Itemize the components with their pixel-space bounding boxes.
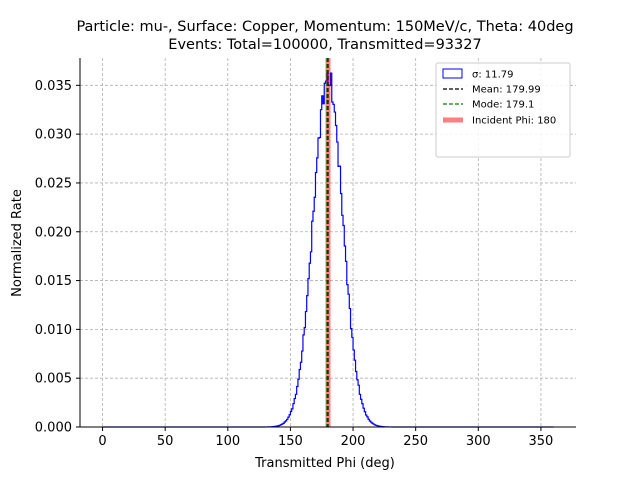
legend-histogram-label: σ: 11.79 [472,70,514,81]
y-tick-label: 0.010 [35,323,72,338]
chart-title-line2: Events: Total=100000, Transmitted=93327 [168,37,481,53]
legend-mode-label: Mode: 179.1 [472,100,534,111]
legend-incident-label: Incident Phi: 180 [472,116,556,127]
chart-title-line1: Particle: mu-, Surface: Copper, Momentum… [76,19,573,35]
x-tick-label: 150 [278,434,303,449]
axes: 0 50 100 150 200 250 300 350 0.000 0.005 0.010 0.01… [35,58,576,449]
x-tick-label: 200 [341,434,366,449]
y-tick-label: 0.005 [35,372,72,387]
reference-lines [325,58,331,427]
x-tick-label: 300 [466,434,491,449]
y-tick-label: 0.015 [35,274,72,289]
x-tick-label: 100 [215,434,240,449]
x-tick-label: 50 [157,434,174,449]
x-tick-label: 0 [98,434,106,449]
y-tick-label: 0.035 [35,79,72,94]
x-tick-label: 350 [529,434,554,449]
legend-mean-label: Mean: 179.99 [472,85,541,96]
x-tick-label: 250 [403,434,428,449]
y-tick-label: 0.030 [35,128,72,143]
y-tick-label: 0.000 [35,421,72,436]
y-axis-label: Normalized Rate [10,189,25,297]
y-tick-label: 0.025 [35,176,72,191]
legend: σ: 11.79 Mean: 179.99 Mode: 179.1 Incident … [435,62,571,158]
legend-box [435,62,571,158]
y-tick-label: 0.020 [35,225,72,240]
legend-histogram-swatch [442,68,463,79]
x-axis-label: Transmitted Phi (deg) [254,456,395,471]
